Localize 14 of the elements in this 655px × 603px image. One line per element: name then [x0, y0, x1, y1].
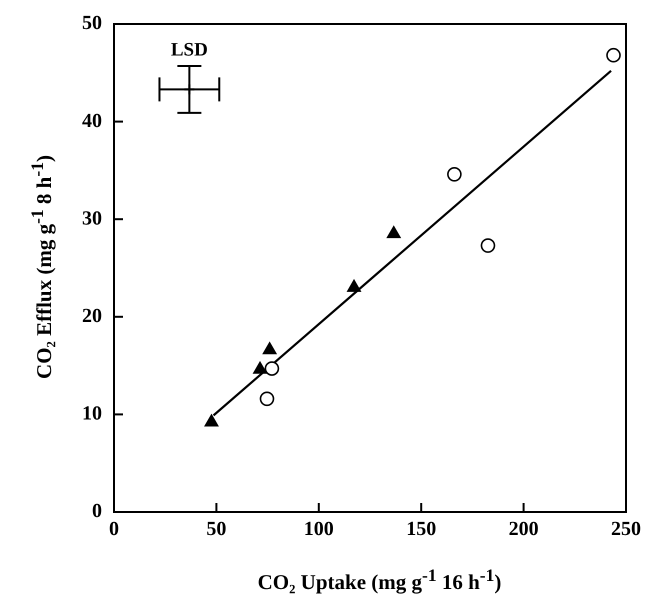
x-tick-label: 250	[611, 518, 641, 540]
x-tick-label: 100	[304, 518, 334, 540]
series-label: LSD	[170, 39, 208, 60]
x-tick-label: 0	[109, 518, 119, 540]
y-tick-label: 50	[82, 12, 102, 34]
y-tick-label: 10	[82, 402, 102, 425]
y-tick-label: 20	[82, 304, 102, 327]
x-tick-label: 150	[406, 518, 436, 540]
y-tick-label: 0	[92, 500, 102, 522]
y-tick-label: 40	[82, 110, 102, 132]
x-tick-label: 200	[508, 518, 539, 540]
x-axis-title: CO₂ Uptake (mg g$^{-1}$ 16 h$^{-1}$)	[256, 565, 502, 595]
x-tick-label: 50	[206, 518, 226, 540]
y-tick-label: 30	[82, 207, 102, 230]
